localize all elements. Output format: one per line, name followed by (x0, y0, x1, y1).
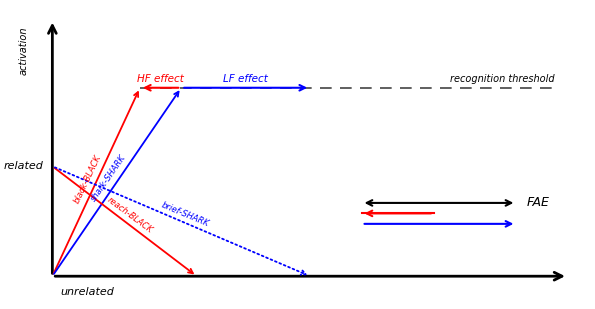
Text: black-BLACK: black-BLACK (72, 153, 103, 205)
Text: HF effect: HF effect (137, 74, 184, 84)
Text: related: related (4, 161, 44, 171)
Text: activation: activation (19, 27, 29, 75)
Text: reach-BLACK: reach-BLACK (106, 196, 155, 235)
Text: unrelated: unrelated (60, 287, 114, 297)
Text: recognition threshold: recognition threshold (450, 74, 555, 84)
Text: brief-SHARK: brief-SHARK (159, 201, 210, 229)
Text: shark-SHARK: shark-SHARK (89, 153, 129, 203)
Text: FAE: FAE (527, 197, 549, 210)
Text: LF effect: LF effect (223, 74, 268, 84)
